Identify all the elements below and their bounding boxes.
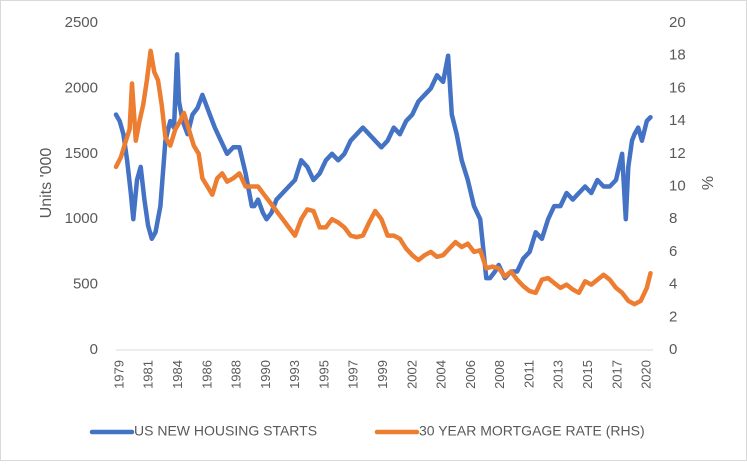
legend-label-housing-starts: US NEW HOUSING STARTS: [134, 423, 317, 439]
y-right-tick-label: 18: [669, 47, 686, 64]
y-right-tick-label: 8: [669, 210, 677, 227]
x-tick-label: 1979: [111, 360, 126, 389]
legend: US NEW HOUSING STARTS 30 YEAR MORTGAGE RA…: [89, 423, 645, 439]
y-left-tick-label: 0: [90, 341, 98, 358]
y-right-tick-label: 16: [669, 79, 686, 96]
x-tick-label: 1984: [170, 360, 185, 389]
x-tick-label: 2020: [639, 360, 654, 389]
y-left-tick-label: 500: [73, 276, 98, 293]
y-left-tick-label: 1500: [65, 145, 98, 162]
x-tick-label: 2017: [609, 360, 624, 389]
x-tick-label: 1990: [258, 360, 273, 389]
x-tick-label: 2004: [434, 360, 449, 389]
x-tick-label: 2015: [580, 360, 595, 389]
y-right-tick-label: 0: [669, 341, 677, 358]
x-tick-label: 1995: [316, 360, 331, 389]
y-right-tick-label: 10: [669, 177, 686, 194]
x-tick-label: 1988: [229, 360, 244, 389]
x-tick-label: 2008: [492, 360, 507, 389]
y-axis-left-ticks: 0 500 1000 1500 2000 2500: [65, 14, 98, 358]
y-axis-right-title: %: [700, 176, 717, 190]
mortgage-rate-line: [113, 48, 653, 307]
x-tick-label: 1986: [199, 360, 214, 389]
y-axis-left-title: Units '000: [38, 148, 55, 219]
x-tick-label: 2013: [551, 360, 566, 389]
legend-label-mortgage-rate: 30 YEAR MORTGAGE RATE (RHS): [419, 423, 645, 439]
y-right-tick-label: 6: [669, 243, 677, 260]
x-tick-label: 2006: [463, 360, 478, 389]
plot-lines: [113, 48, 653, 307]
x-tick-label: 2011: [521, 360, 536, 388]
x-axis-ticks: 1979 1981 1984 1986 1988 1990 1993 1995 1997 1999…: [111, 360, 653, 389]
x-tick-label: 1997: [346, 360, 361, 389]
x-tick-label: 1999: [375, 360, 390, 389]
y-left-tick-label: 2500: [65, 14, 98, 31]
housing-starts-line: [113, 52, 653, 281]
y-left-tick-label: 2000: [65, 79, 98, 96]
x-tick-label: 1993: [287, 360, 302, 389]
x-tick-label: 2002: [404, 360, 419, 389]
y-left-tick-label: 1000: [65, 210, 98, 227]
x-tick-label: 1981: [141, 360, 156, 389]
y-right-tick-label: 12: [669, 145, 686, 162]
y-right-tick-label: 4: [669, 276, 677, 293]
y-axis-right-ticks: 0 2 4 6 8 10 12 14 16 18 20: [669, 14, 686, 358]
y-right-tick-label: 20: [669, 14, 686, 31]
y-right-tick-label: 14: [669, 112, 686, 129]
y-right-tick-label: 2: [669, 308, 677, 325]
